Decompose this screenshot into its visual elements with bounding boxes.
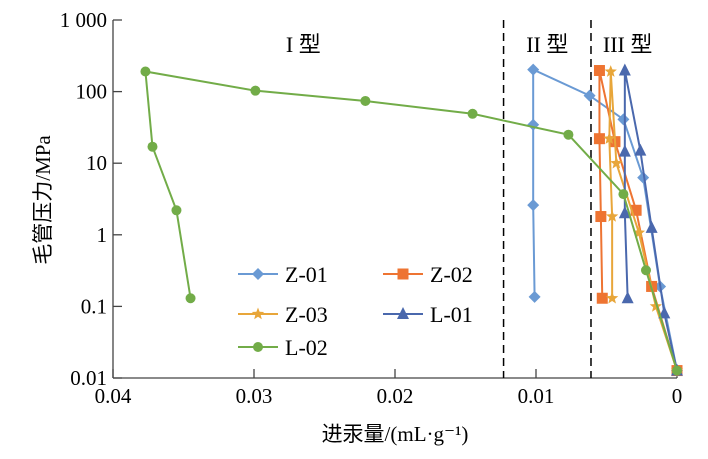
circle-marker <box>360 95 371 106</box>
square-marker <box>397 268 409 280</box>
square-marker <box>630 204 642 216</box>
legend-item-l-01: L-01 <box>383 302 473 327</box>
legend-item-l-02: L-02 <box>238 335 328 360</box>
legend-label: Z-02 <box>430 262 473 287</box>
star-marker <box>632 226 646 238</box>
square-marker <box>593 65 605 77</box>
labels: I 型 II 型 III 型 进汞量/(mL·g⁻¹) 毛管压力/MPa <box>31 32 652 446</box>
triangle-marker <box>618 144 631 157</box>
x-tick-label: 0.03 <box>236 384 273 408</box>
series-l-01 <box>618 63 683 376</box>
legend-label: L-02 <box>285 335 328 360</box>
star-marker <box>610 156 623 169</box>
x-tick-label: 0.01 <box>518 384 555 408</box>
legend-item-z-01: Z-01 <box>238 262 328 287</box>
triangle-marker <box>618 63 631 76</box>
circle-marker <box>171 205 182 216</box>
diamond-marker <box>252 268 264 280</box>
diamond-marker <box>528 290 541 303</box>
legend-item-z-03: Z-03 <box>238 302 328 327</box>
series-line <box>623 70 678 371</box>
diamond-marker <box>617 113 630 126</box>
y-tick-label: 10 <box>86 151 107 175</box>
triangle-marker <box>621 291 634 304</box>
circle-marker <box>618 189 629 200</box>
diamond-marker <box>527 199 540 212</box>
region-label-1: I 型 <box>286 32 321 57</box>
legend-label: Z-03 <box>285 302 328 327</box>
triangle-marker <box>397 307 409 319</box>
circle-marker <box>253 342 263 352</box>
y-tick-label: 0.01 <box>70 366 107 390</box>
y-axis-title: 毛管压力/MPa <box>31 135 55 265</box>
star-marker <box>603 132 616 144</box>
circle-marker <box>563 129 574 140</box>
diamond-marker <box>637 171 650 184</box>
y-tick-label: 1 <box>97 223 108 247</box>
triangle-marker <box>634 143 647 156</box>
circle-marker <box>672 365 682 376</box>
series-z-03 <box>603 65 684 376</box>
x-tick-label: 0 <box>672 384 683 408</box>
region-dividers <box>502 20 592 378</box>
legend-label: Z-01 <box>285 262 328 287</box>
x-tick-label: 0.02 <box>377 384 414 408</box>
legend-label: L-01 <box>430 302 473 327</box>
circle-marker <box>640 265 651 276</box>
square-marker <box>593 133 605 145</box>
star-marker <box>604 65 617 77</box>
star-marker <box>251 307 265 320</box>
triangle-marker <box>645 220 658 233</box>
square-marker <box>596 292 608 304</box>
y-tick-label: 0.1 <box>81 294 107 318</box>
square-marker <box>595 211 607 223</box>
x-tick-label: 0.04 <box>95 384 132 408</box>
series-layer <box>140 63 684 377</box>
region-label-2: II 型 <box>526 32 568 57</box>
circle-marker <box>467 108 478 119</box>
region-label-3: III 型 <box>603 32 652 57</box>
y-tick-label: 1 000 <box>60 8 107 32</box>
triangle-marker <box>618 206 631 219</box>
triangle-marker <box>658 306 671 319</box>
series-line <box>598 70 678 371</box>
legend: Z-01 Z-02 Z-03 L-01 L-02 <box>238 262 473 360</box>
series-l-02 <box>140 66 682 376</box>
x-axis-title: 进汞量/(mL·g⁻¹) <box>322 422 469 446</box>
diamond-marker <box>583 89 596 102</box>
circle-marker <box>185 293 196 304</box>
circle-marker <box>140 66 151 77</box>
star-marker <box>606 210 619 222</box>
circle-marker <box>147 141 158 152</box>
legend-item-z-02: Z-02 <box>383 262 473 287</box>
circle-marker <box>250 85 261 96</box>
star-marker <box>649 299 662 312</box>
y-tick-label: 100 <box>76 80 108 104</box>
star-marker <box>606 291 619 304</box>
diamond-marker <box>527 63 540 76</box>
